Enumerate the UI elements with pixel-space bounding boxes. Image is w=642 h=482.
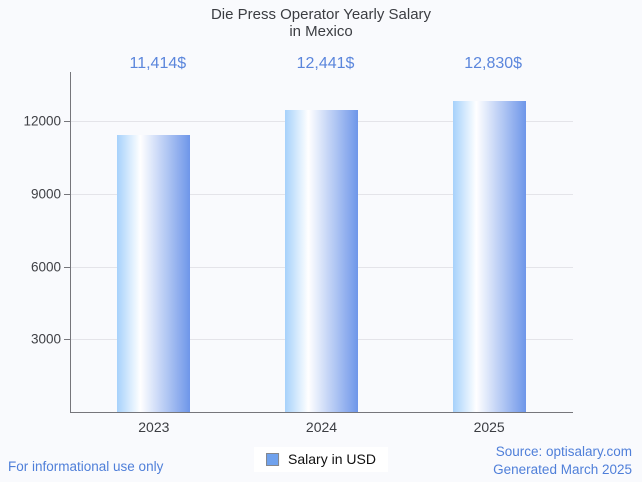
footer-generated: Generated March 2025 (493, 461, 632, 477)
legend-swatch-icon (266, 452, 280, 466)
chart-title: Die Press Operator Yearly Salary in Mexi… (0, 6, 642, 40)
footer-source: Source: optisalary.com (495, 444, 632, 459)
footer-disclaimer: For informational use only (8, 459, 164, 474)
bar-value-label-2024: 12,441$ (296, 55, 355, 72)
x-axis-label-2025: 2025 (473, 419, 505, 435)
y-axis-tick-label: 3000 (30, 331, 61, 347)
y-axis-tick-label: 6000 (30, 259, 61, 274)
chart-title-line1: Die Press Operator Yearly Salary (210, 6, 432, 23)
y-axis-tick (64, 339, 70, 341)
legend-label: Salary in USD (288, 451, 376, 467)
x-axis-label-2023: 2023 (138, 419, 170, 435)
footer-source-block: Source: optisalary.com Generated March 2… (493, 443, 632, 478)
chart-title-line2: in Mexico (289, 23, 353, 40)
y-axis-tick (64, 193, 70, 195)
y-axis-tick-label: 12000 (23, 113, 61, 129)
y-axis-tick (64, 266, 70, 268)
y-axis-line (70, 72, 71, 412)
y-axis-tick-label: 9000 (30, 186, 61, 202)
bar-2023 (117, 135, 191, 412)
x-axis-line (70, 412, 573, 413)
x-axis-label-2024: 2024 (305, 419, 338, 435)
bar-value-label-2025: 12,830$ (464, 55, 523, 72)
y-axis-tick (64, 121, 70, 122)
bar-2025 (452, 100, 526, 412)
bar-value-label-2023: 11,414$ (129, 55, 187, 72)
legend: Salary in USD (254, 447, 388, 472)
bar-2024 (285, 110, 358, 412)
